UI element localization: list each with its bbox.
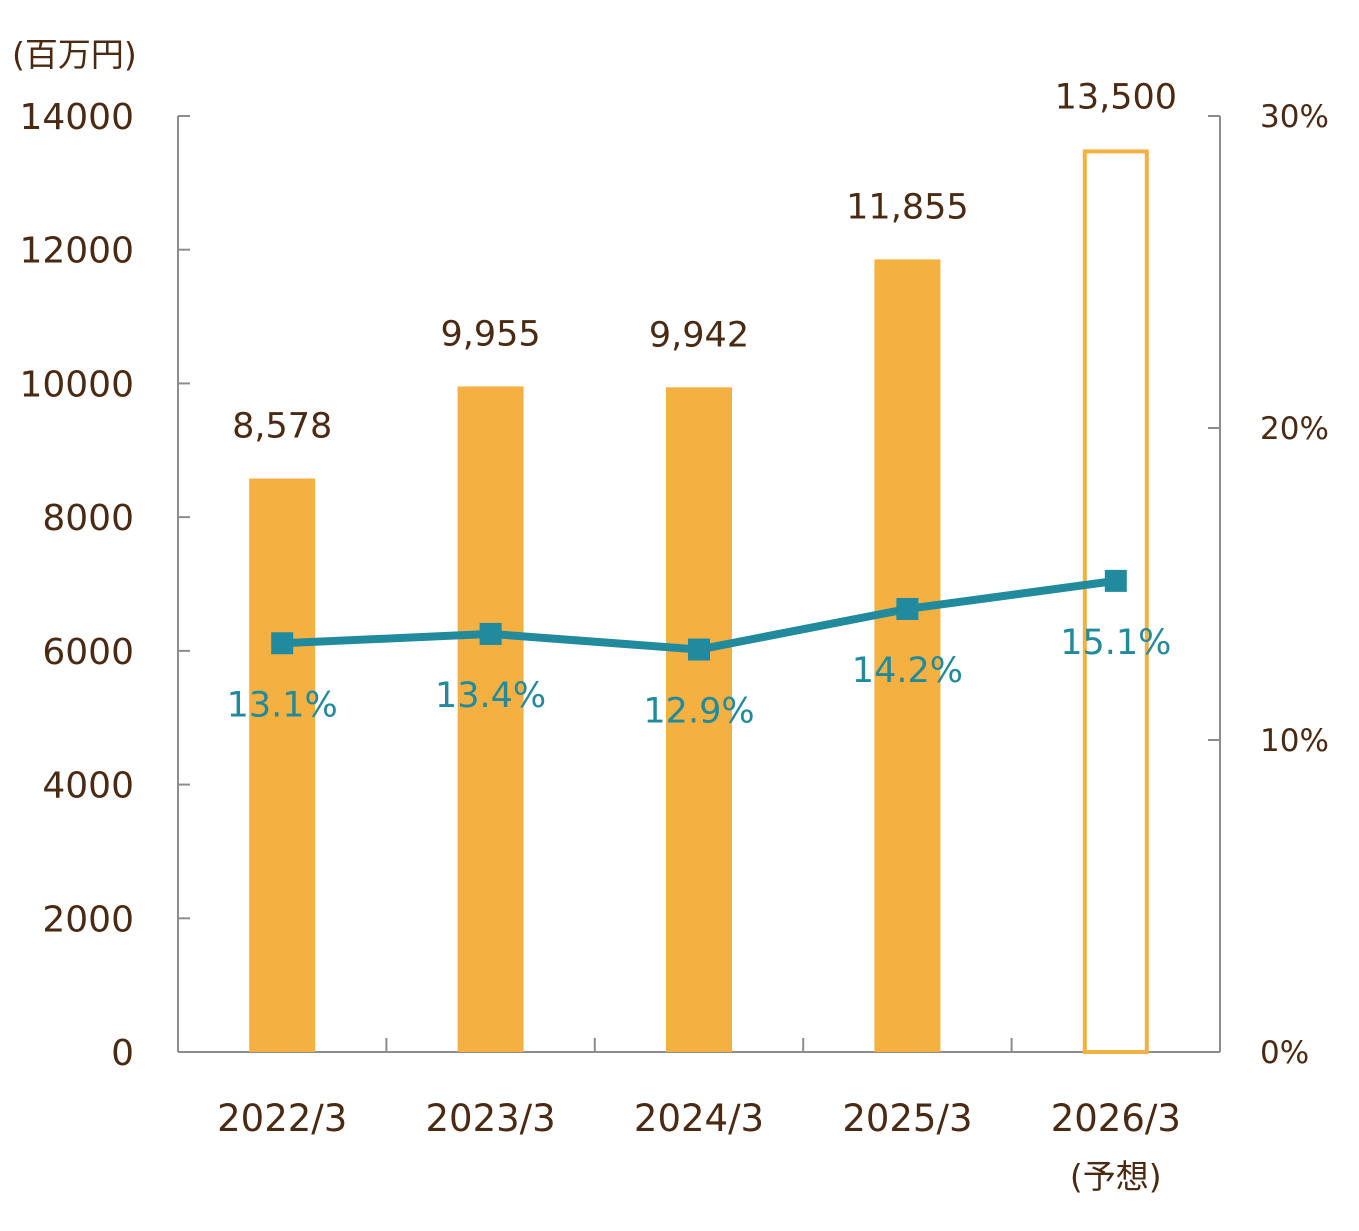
line-marker <box>896 597 919 620</box>
left-axis-tick-label: 6000 <box>42 632 134 673</box>
bar-value-label: 8,578 <box>232 406 332 446</box>
labels: 8,578 9,955 9,942 11,855 13,500 13.1% 13.4% 12.… <box>217 77 1181 1196</box>
profit-rate-line <box>271 569 1127 661</box>
line-value-label: 13.1% <box>227 685 338 725</box>
left-axis-tick-label: 8000 <box>42 498 134 539</box>
line-marker <box>1104 569 1127 592</box>
bars <box>249 149 1149 1054</box>
line-value-label: 15.1% <box>1060 623 1171 663</box>
bar-value-label: 9,942 <box>649 315 749 355</box>
left-axis-unit-label: (百万円) <box>12 35 137 74</box>
left-axis-tick-label: 12000 <box>19 231 134 272</box>
right-axis-tick-label: 0% <box>1260 1035 1309 1071</box>
x-axis-category-label: 2026/3 <box>1051 1097 1181 1140</box>
bar <box>457 386 524 1052</box>
line-value-label: 13.4% <box>435 676 546 716</box>
right-axis-tick-label: 20% <box>1260 411 1329 447</box>
left-axis-tick-label: 4000 <box>42 766 134 807</box>
x-axis-category-label: 2024/3 <box>634 1097 764 1140</box>
bar-forecast <box>1082 149 1149 1054</box>
line-value-label: 14.2% <box>852 651 963 691</box>
right-axis-tick-label: 10% <box>1260 723 1329 759</box>
x-axis-category-label: 2023/3 <box>426 1097 556 1140</box>
x-axis-category-note: (予想) <box>1070 1157 1162 1196</box>
x-axis-category-label: 2022/3 <box>217 1097 347 1140</box>
left-axis-tick-label: 14000 <box>19 97 134 138</box>
axes: 0 2000 4000 6000 8000 10000 12000 14000 0% 10% 20%… <box>19 97 1328 1074</box>
bar-value-label: 13,500 <box>1055 77 1177 117</box>
bar-value-label: 9,955 <box>440 314 540 354</box>
bar-value-label: 11,855 <box>846 187 968 227</box>
left-axis-tick-label: 0 <box>111 1033 134 1074</box>
line-value-label: 12.9% <box>643 692 754 732</box>
line-marker <box>688 638 710 661</box>
x-axis-category-label: 2025/3 <box>842 1097 972 1140</box>
right-axis-tick-label: 30% <box>1260 99 1329 135</box>
line-marker <box>479 622 502 645</box>
left-axis-tick-label: 2000 <box>42 899 134 940</box>
bar <box>666 387 732 1052</box>
bar <box>249 478 316 1053</box>
bar <box>874 259 941 1052</box>
line-marker <box>271 632 294 655</box>
left-axis-tick-label: 10000 <box>19 364 134 405</box>
